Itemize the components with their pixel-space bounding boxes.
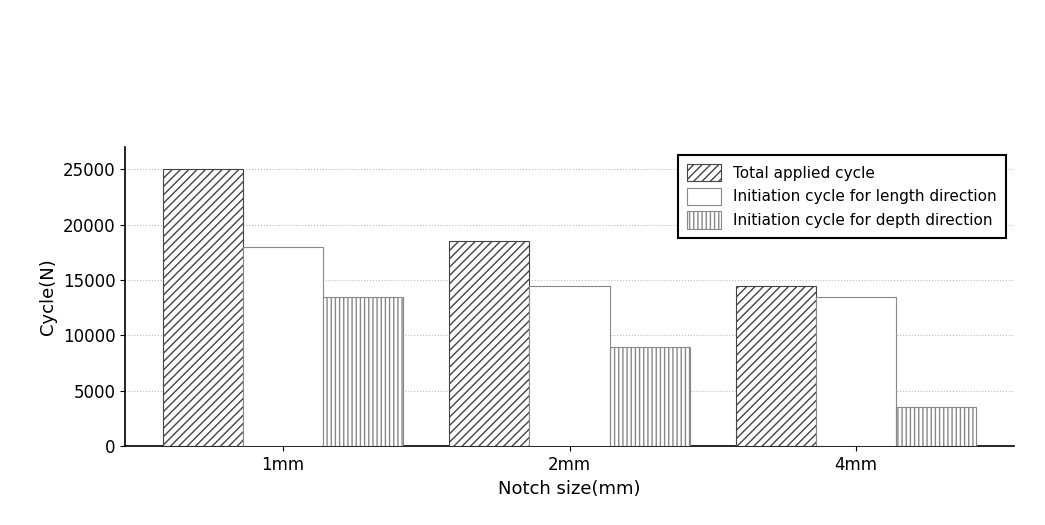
Bar [816,297,897,446]
Bar [163,169,242,446]
Bar [449,241,530,446]
Y-axis label: Cycle(N): Cycle(N) [40,258,57,335]
Legend: Total applied cycle, Initiation cycle for length direction, Initiation cycle for: Total applied cycle, Initiation cycle fo… [678,155,1006,238]
Bar [736,286,816,446]
Bar [609,346,690,446]
X-axis label: Notch size(mm): Notch size(mm) [498,479,641,498]
Bar [530,286,609,446]
Bar [897,407,976,446]
Bar [242,247,323,446]
Bar [323,297,403,446]
